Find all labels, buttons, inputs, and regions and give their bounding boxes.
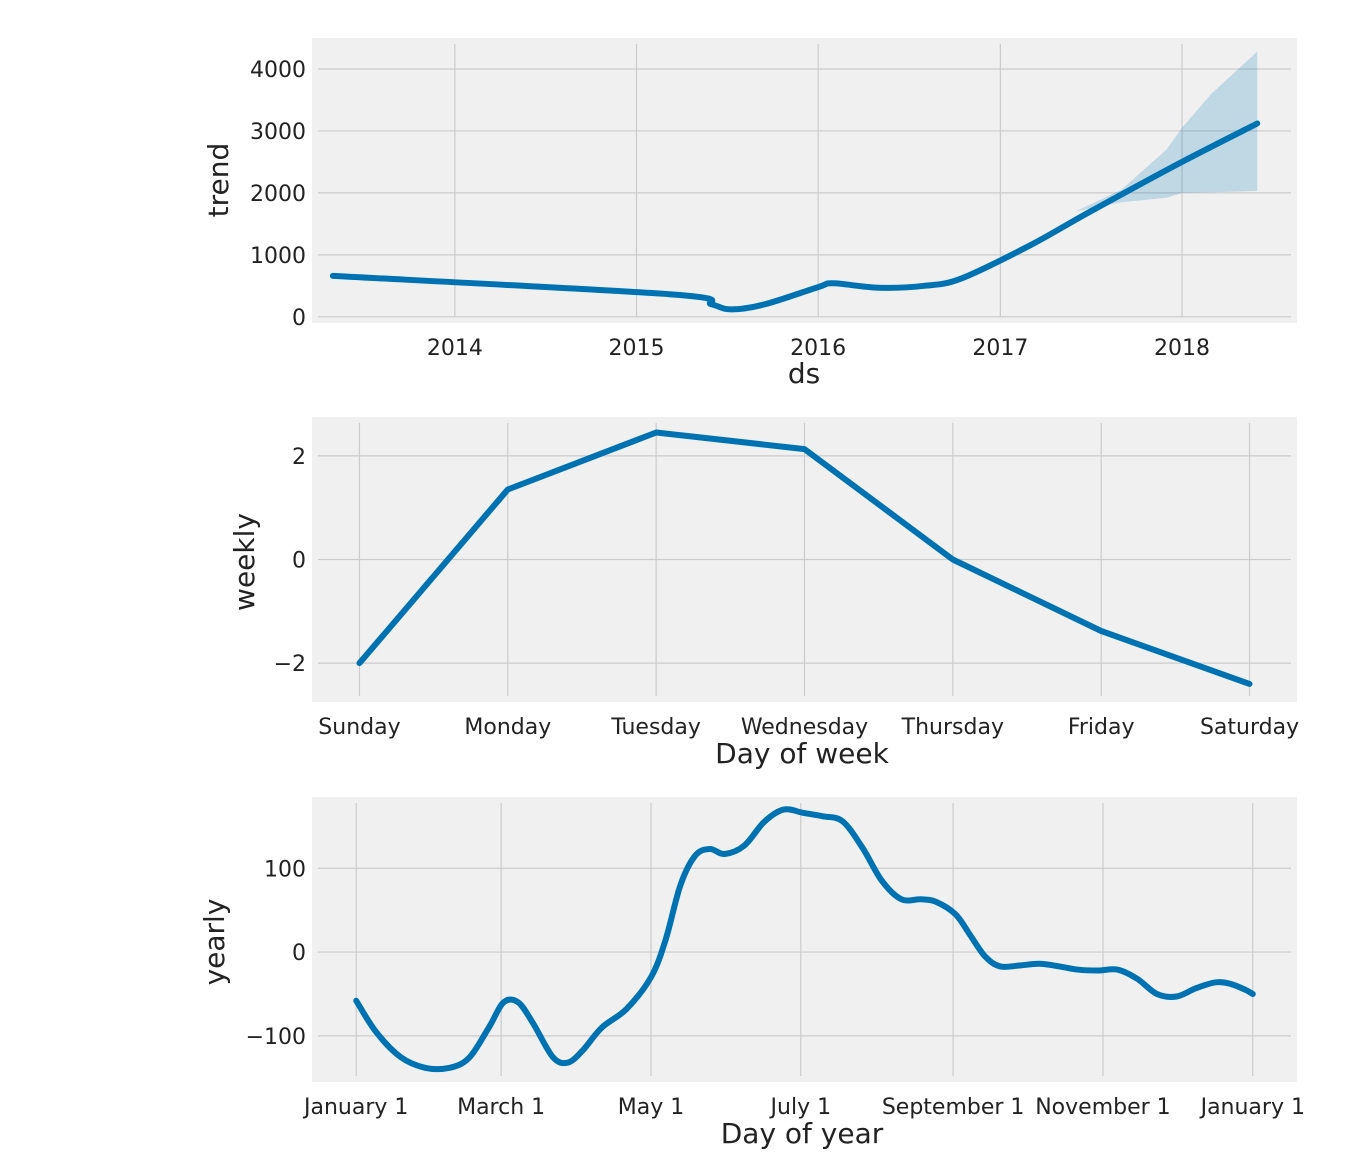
yearly-y-tick-label: 0 [292,941,306,966]
trend-x-tick-label: 2016 [790,336,846,361]
yearly-series-line [353,806,1256,1073]
trend-panel: 2014 2015 2016 2017 2018 0 1000 2000 3000 4000 d… [202,38,1297,390]
trend-series [329,120,1261,313]
weekly-x-tick-label: Monday [464,715,551,740]
yearly-y-tick-labels: −100 0 100 [246,857,306,1050]
yearly-x-tick-labels: January 1 March 1 May 1 July 1 September 1 No… [302,1095,1305,1120]
yearly-y-axis-label: yearly [198,899,231,986]
yearly-x-tick-label: January 1 [302,1095,408,1120]
yearly-y-tick-label: 100 [264,857,306,882]
trend-series-line [329,120,1261,313]
trend-plot-area [312,38,1297,323]
trend-uncertainty-area [1075,51,1258,212]
weekly-y-axis-label: weekly [228,513,261,611]
weekly-panel: Sunday Monday Tuesday Wednesday Thursday Frid… [228,417,1299,770]
yearly-plot-area [312,797,1297,1082]
yearly-x-tick-label: July 1 [769,1095,832,1120]
weekly-x-tick-label: Sunday [318,715,400,740]
weekly-series [356,429,1253,687]
trend-y-tick-label: 4000 [250,58,306,83]
yearly-x-tick-label: November 1 [1035,1095,1170,1120]
weekly-y-tick-label: 2 [292,445,306,470]
trend-y-tick-label: 2000 [250,182,306,207]
weekly-x-tick-label: Friday [1068,715,1135,740]
trend-x-axis-label: ds [788,357,820,390]
trend-x-tick-label: 2017 [972,336,1028,361]
weekly-x-tick-label: Wednesday [741,715,868,740]
trend-y-tick-labels: 0 1000 2000 3000 4000 [250,58,306,331]
yearly-x-tick-label: January 1 [1199,1095,1305,1120]
weekly-series-line [356,429,1253,687]
weekly-y-tick-labels: −2 0 2 [274,445,306,677]
yearly-x-gridlines [355,803,1254,1076]
trend-x-gridlines [454,44,1183,317]
trend-y-axis-label: trend [202,143,235,218]
trend-y-tick-label: 1000 [250,244,306,269]
weekly-x-tick-label: Saturday [1200,715,1299,740]
trend-x-tick-label: 2015 [609,336,665,361]
weekly-y-gridlines [318,455,1291,664]
trend-x-tick-label: 2018 [1154,336,1210,361]
trend-uncertainty-band [1075,51,1258,212]
yearly-panel: January 1 March 1 May 1 July 1 September 1 No… [198,797,1305,1150]
trend-y-tick-label: 3000 [250,120,306,145]
trend-x-tick-labels: 2014 2015 2016 2017 2018 [427,336,1210,361]
yearly-series [353,806,1256,1073]
yearly-x-tick-label: May 1 [618,1095,684,1120]
weekly-y-tick-label: 0 [292,549,306,574]
weekly-x-tick-label: Tuesday [610,715,701,740]
weekly-x-axis-label: Day of week [715,737,889,770]
yearly-y-tick-label: −100 [246,1025,306,1050]
yearly-y-gridlines [318,867,1291,1037]
yearly-x-tick-label: September 1 [882,1095,1025,1120]
weekly-x-tick-labels: Sunday Monday Tuesday Wednesday Thursday Frid… [318,715,1299,740]
yearly-x-tick-label: March 1 [457,1095,545,1120]
weekly-y-tick-label: −2 [274,652,306,677]
trend-x-tick-label: 2014 [427,336,483,361]
yearly-x-axis-label: Day of year [721,1117,884,1150]
trend-y-gridlines [318,68,1291,318]
trend-y-tick-label: 0 [292,306,306,331]
weekly-x-tick-label: Thursday [901,715,1004,740]
